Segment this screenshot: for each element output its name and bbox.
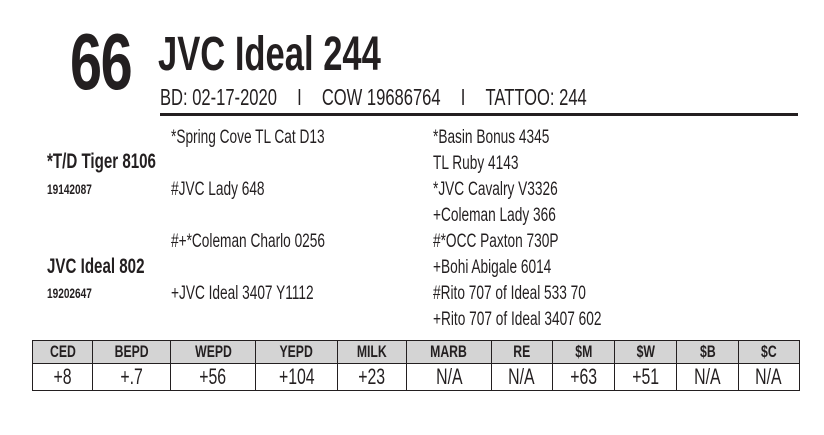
animal-name: JVC Ideal 244 bbox=[158, 28, 381, 81]
epd-table: CED BEPD WEPD YEPD MILK MARB RE $M $W $B $C +8 +.7 +… bbox=[32, 340, 801, 391]
epd-header: $W bbox=[614, 340, 678, 364]
sire-reg: 19142087 bbox=[47, 181, 92, 197]
epd-header: CED bbox=[32, 340, 93, 364]
epd-header: BEPD bbox=[91, 340, 172, 364]
epd-header: $C bbox=[737, 340, 801, 364]
epd-value: N/A bbox=[406, 363, 492, 391]
header-divider bbox=[160, 113, 798, 116]
great-grandparent: +Coleman Lady 366 bbox=[433, 205, 556, 226]
separator: I bbox=[460, 84, 466, 110]
epd-value: +23 bbox=[336, 363, 408, 391]
epd-value: N/A bbox=[737, 363, 801, 391]
epd-header: WEPD bbox=[170, 340, 256, 364]
epd-value: +51 bbox=[614, 363, 678, 391]
dam-dam: +JVC Ideal 3407 Y1112 bbox=[171, 283, 314, 304]
epd-value: +63 bbox=[551, 363, 616, 391]
epd-value: +8 bbox=[32, 363, 93, 391]
great-grandparent: +Rito 707 of Ideal 3407 602 bbox=[433, 309, 602, 330]
sire-name: *T/D Tiger 8106 bbox=[47, 150, 156, 173]
epd-header: $M bbox=[551, 340, 616, 364]
epd-header-row: CED BEPD WEPD YEPD MILK MARB RE $M $W $B $C bbox=[32, 340, 801, 364]
epd-value: +.7 bbox=[91, 363, 172, 391]
registration-number: COW 19686764 bbox=[321, 84, 441, 110]
great-grandparent: #Rito 707 of Ideal 533 70 bbox=[433, 283, 586, 304]
sire-sire: *Spring Cove TL Cat D13 bbox=[171, 127, 325, 148]
epd-header: MARB bbox=[406, 340, 492, 364]
birth-date: BD: 02-17-2020 bbox=[160, 84, 277, 110]
dam-name: JVC Ideal 802 bbox=[47, 255, 145, 278]
epd-header: $B bbox=[676, 340, 739, 364]
epd-header: YEPD bbox=[254, 340, 339, 364]
great-grandparent: *Basin Bonus 4345 bbox=[433, 127, 550, 148]
epd-value: N/A bbox=[490, 363, 553, 391]
tattoo: TATTOO: 244 bbox=[485, 84, 587, 110]
epd-header: RE bbox=[490, 340, 553, 364]
lot-number: 66 bbox=[70, 17, 133, 106]
epd-header: MILK bbox=[336, 340, 408, 364]
great-grandparent: +Bohi Abigale 6014 bbox=[433, 257, 552, 278]
dam-reg: 19202647 bbox=[47, 285, 92, 301]
great-grandparent: *JVC Cavalry V3326 bbox=[433, 179, 558, 200]
separator: I bbox=[297, 84, 302, 110]
epd-value-row: +8 +.7 +56 +104 +23 N/A N/A +63 +51 N/A N/A bbox=[32, 363, 801, 391]
epd-value: +56 bbox=[170, 363, 256, 391]
epd-value: +104 bbox=[254, 363, 339, 391]
sire-dam: #JVC Lady 648 bbox=[171, 179, 265, 200]
animal-info: BD: 02-17-2020 I COW 19686764 I TATTOO: 244 bbox=[160, 84, 753, 110]
dam-sire: #+*Coleman Charlo 0256 bbox=[171, 231, 326, 252]
great-grandparent: #*OCC Paxton 730P bbox=[433, 231, 559, 252]
great-grandparent: TL Ruby 4143 bbox=[433, 153, 519, 174]
epd-value: N/A bbox=[676, 363, 739, 391]
